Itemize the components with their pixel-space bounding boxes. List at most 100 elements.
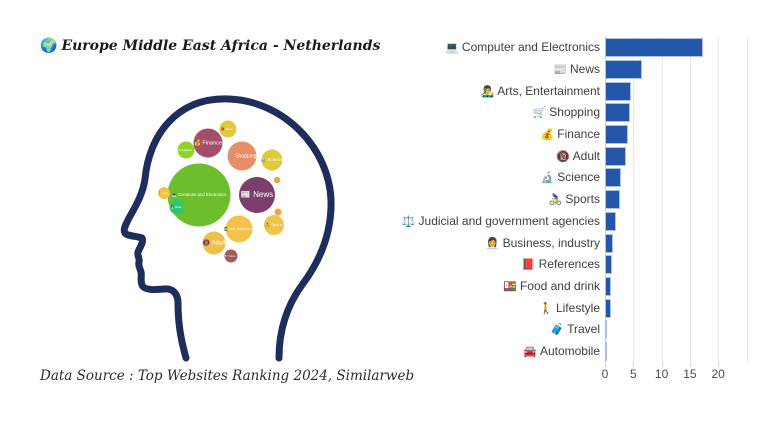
top-categories-bar-chart: 💻 Computer and Electronics 📰 News 👨‍🎤 Arts, E…: [398, 37, 764, 389]
bubble-label-news: 📰 News: [241, 190, 273, 199]
laptop-icon: 💻: [445, 42, 459, 55]
bubble-shopping[interactable]: [227, 141, 257, 171]
page-title: 🌍 Europe Middle East Africa - Netherlands: [40, 38, 380, 54]
bar-judicial-and-government-agencies[interactable]: [605, 211, 616, 231]
category-label: 🍱 Food and drink: [398, 280, 605, 293]
category-label: 🧳 Travel: [398, 323, 605, 336]
bubble-label-food-and-drink: 🍱 Foo...: [225, 254, 237, 258]
bar-row-food-and-drink: 🍱 Food and drink: [398, 276, 764, 298]
data-source-caption: Data Source : Top Websites Ranking 2024,…: [40, 368, 415, 384]
bar-row-lifestyle: 🚶 Lifestyle: [398, 297, 764, 319]
bubble-label-computer-and-electronics: 💻 Computer and Electronics: [172, 192, 227, 197]
bar-arts-entertainment[interactable]: [605, 81, 632, 101]
head-bubble-figure: 💻 Computer and Electronics 📰 News 🛒 Shoppi…: [120, 95, 335, 362]
gridline-25: [746, 37, 748, 363]
pedestrian-icon: 🚶: [539, 302, 553, 315]
bubble-label-shopping: 🛒 Shopping: [228, 152, 257, 159]
bar-track: [605, 102, 763, 124]
bubble-finance[interactable]: [193, 128, 223, 158]
bubble-references[interactable]: [219, 120, 237, 138]
category-label-text: Finance: [557, 127, 600, 142]
globe-icon: 🌍: [40, 38, 58, 54]
bar-track: [605, 254, 763, 276]
gridline-20: [718, 37, 720, 363]
bar-finance[interactable]: [605, 125, 628, 145]
x-tick-label-15: 15: [683, 367, 697, 381]
bubble-label-arts-entertainment: 👨‍🎤 Arts, Entertain...: [223, 226, 254, 231]
bar-track: [605, 276, 763, 298]
bar-automobile[interactable]: [605, 341, 607, 361]
bar-row-science: 🔬 Science: [398, 167, 764, 189]
category-label: 🚶 Lifestyle: [398, 302, 605, 315]
x-axis: 0 5 10 15 20: [601, 363, 763, 385]
bubble-adult[interactable]: [202, 231, 226, 255]
bar-travel[interactable]: [605, 320, 607, 340]
bubble-arts-entertainment[interactable]: [225, 215, 253, 243]
bar-row-shopping: 🛒 Shopping: [398, 102, 764, 124]
bubble-automobile[interactable]: [274, 208, 282, 216]
bubble-sports[interactable]: [264, 215, 284, 235]
bubble-business-industry[interactable]: [169, 199, 185, 215]
category-label-text: Shopping: [549, 105, 600, 120]
bar-row-finance: 💰 Finance: [398, 124, 764, 146]
bubble-label-business-industry: 👩‍💼 Busi...: [171, 205, 184, 209]
bar-sports[interactable]: [605, 190, 620, 210]
category-label-text: News: [569, 62, 600, 77]
bar-rows: 💻 Computer and Electronics 📰 News 👨‍🎤 Arts, E…: [398, 37, 764, 362]
bubble-travel[interactable]: [273, 176, 281, 184]
bar-news[interactable]: [605, 60, 642, 80]
category-label: 💻 Computer and Electronics: [398, 41, 605, 54]
bar-track: [605, 80, 763, 102]
bar-references[interactable]: [605, 255, 612, 275]
automobile-icon: 🚘: [523, 345, 537, 358]
bar-track: [605, 341, 763, 363]
bubble-food-and-drink[interactable]: [224, 249, 238, 263]
bar-science[interactable]: [605, 168, 622, 188]
x-tick-label-20: 20: [711, 367, 725, 381]
adult-18-icon: 🔞: [555, 150, 570, 163]
gridline-5: [633, 37, 635, 363]
bar-food-and-drink[interactable]: [605, 276, 612, 296]
bubble-news[interactable]: [239, 177, 275, 213]
category-label: 🔞 Adult: [398, 150, 605, 163]
bubble-label-science: 🔬 Science: [261, 156, 284, 162]
category-label-text: Computer and Electronics: [461, 40, 600, 55]
bar-row-adult: 🔞 Adult: [398, 145, 764, 167]
x-tickmark-20: [718, 363, 720, 367]
x-tick-label-0: 0: [601, 367, 609, 381]
bar-lifestyle[interactable]: [605, 298, 611, 318]
x-tick-label-10: 10: [654, 367, 669, 381]
x-tickmark-15: [689, 363, 691, 367]
bar-shopping[interactable]: [605, 103, 630, 123]
bubble-label-judicial: ⚖ Judicial...: [178, 148, 194, 152]
bar-row-arts-entertainment: 👨‍🎤 Arts, Entertainment: [398, 80, 764, 102]
bubble-lifestyle[interactable]: [158, 187, 170, 199]
bar-track: [605, 232, 763, 254]
category-label: 🔬 Science: [398, 171, 605, 184]
bar-computer-and-electronics[interactable]: [605, 38, 703, 58]
bubble-label-references: 📕 Refe...: [221, 127, 235, 131]
luggage-icon: 🧳: [550, 324, 565, 337]
bubble-label-adult: 🔞 Adult: [203, 239, 226, 247]
category-label-text: Travel: [567, 322, 600, 337]
bubble-label-sports: 🚴‍♀️ Sports: [265, 222, 283, 227]
gridline-15: [689, 37, 691, 363]
bubble-science[interactable]: [261, 149, 283, 171]
category-label: 💰 Finance: [398, 128, 605, 141]
bar-track: [605, 37, 763, 59]
bar-track: [605, 124, 763, 146]
bar-track: [605, 167, 763, 189]
category-label-text: Judicial and government agencies: [418, 213, 600, 228]
page-title-text: Europe Middle East Africa - Netherlands: [61, 38, 381, 54]
x-tickmark-5: [633, 363, 635, 367]
bar-row-judicial-and-government-agencies: ⚖️ Judicial and government agencies: [398, 211, 764, 233]
bar-adult[interactable]: [605, 146, 626, 166]
bubble-judicial[interactable]: [177, 141, 195, 159]
category-label: 🛒 Shopping: [398, 106, 605, 119]
x-tick-label-5: 5: [629, 367, 637, 381]
category-label: ⚖️ Judicial and government agencies: [398, 215, 605, 228]
office-worker-icon: 👩‍💼: [485, 237, 500, 250]
scales-icon: ⚖️: [401, 215, 416, 228]
bar-business-industry[interactable]: [605, 233, 613, 253]
